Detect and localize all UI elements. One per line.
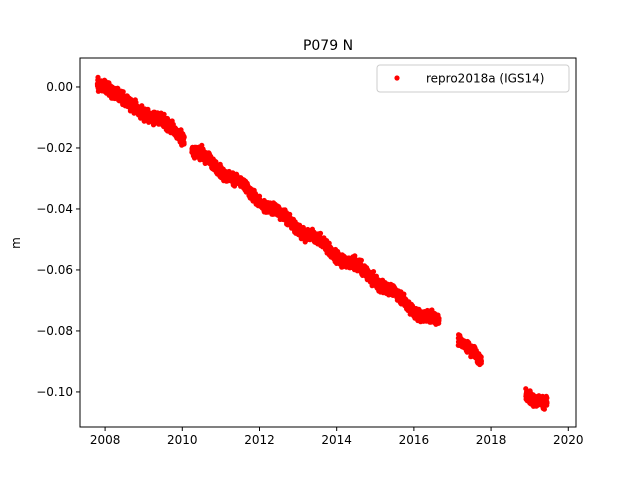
x-tick-label: 2008 bbox=[90, 433, 121, 447]
x-tick-label: 2014 bbox=[321, 433, 352, 447]
x-tick-label: 2018 bbox=[476, 433, 507, 447]
data-point bbox=[95, 74, 101, 80]
data-point bbox=[370, 269, 377, 275]
data-point bbox=[358, 257, 364, 263]
y-tick-label: −0.02 bbox=[36, 141, 73, 155]
data-points bbox=[94, 74, 550, 412]
data-point bbox=[120, 89, 126, 95]
y-tick-label: −0.08 bbox=[36, 324, 73, 338]
y-tick-label: −0.06 bbox=[36, 263, 73, 277]
x-tick-label: 2020 bbox=[553, 433, 584, 447]
x-tick-label: 2010 bbox=[167, 433, 198, 447]
plot-frame bbox=[79, 57, 577, 428]
data-point bbox=[544, 395, 550, 401]
x-tick-label: 2016 bbox=[399, 433, 430, 447]
chart-title: P079 N bbox=[303, 38, 353, 54]
x-tick-label: 2012 bbox=[244, 433, 275, 447]
legend: repro2018a (IGS14) bbox=[376, 64, 570, 93]
y-axis-label: m bbox=[9, 237, 23, 249]
data-point bbox=[181, 141, 187, 147]
data-point bbox=[478, 354, 484, 360]
data-point bbox=[352, 253, 358, 259]
y-axis: 0.00 −0.02 −0.04 −0.06 −0.08 −0.10 bbox=[36, 80, 80, 399]
data-point bbox=[544, 400, 550, 406]
legend-marker bbox=[394, 75, 400, 81]
data-point bbox=[317, 230, 324, 236]
x-axis: 2008 2010 2012 2014 2016 2018 2020 bbox=[90, 427, 584, 447]
y-tick-label: −0.10 bbox=[36, 385, 73, 399]
data-point bbox=[436, 315, 442, 321]
data-point bbox=[478, 358, 484, 364]
data-point bbox=[181, 134, 187, 140]
legend-label: repro2018a (IGS14) bbox=[426, 72, 544, 86]
y-tick-label: −0.04 bbox=[36, 202, 73, 216]
legend-box bbox=[376, 64, 570, 93]
y-tick-label: 0.00 bbox=[46, 80, 73, 94]
